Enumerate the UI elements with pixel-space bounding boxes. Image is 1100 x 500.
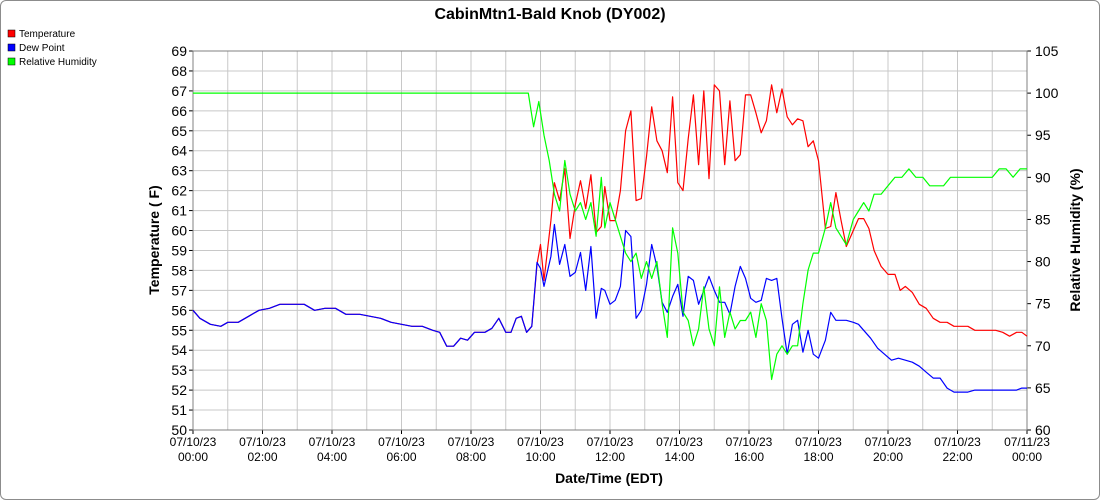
y-tick-label-left: 53 <box>171 362 187 378</box>
x-tick-label-date: 07/10/23 <box>517 435 564 449</box>
y-tick-label-left: 58 <box>171 262 187 278</box>
x-tick-label-time: 02:00 <box>247 450 277 464</box>
x-tick-label-date: 07/10/23 <box>170 435 217 449</box>
tick-labels: 50 51 52 53 54 55 56 57 58 59 60 61 62 63 64 65 66 67 68 69… <box>170 43 1059 464</box>
x-axis-title: Date/Time (EDT) <box>555 470 663 486</box>
y-tick-label-left: 55 <box>171 322 187 338</box>
y-tick-label-left: 64 <box>171 143 187 159</box>
x-tick-label-time: 22:00 <box>942 450 972 464</box>
x-tick-label-date: 07/10/23 <box>448 435 495 449</box>
y-tick-label-left: 62 <box>171 183 187 199</box>
y-tick-label-left: 68 <box>171 63 187 79</box>
x-tick-label-time: 06:00 <box>386 450 416 464</box>
x-tick-label-time: 18:00 <box>803 450 833 464</box>
y-tick-label-left: 56 <box>171 302 187 318</box>
y-tick-label-right: 75 <box>1035 296 1051 312</box>
y-tick-label-right: 105 <box>1035 43 1059 59</box>
x-tick-label-date: 07/10/23 <box>865 435 912 449</box>
y-tick-label-left: 57 <box>171 282 187 298</box>
y-tick-label-left: 60 <box>171 223 187 239</box>
x-tick-label-date: 07/10/23 <box>378 435 425 449</box>
y-tick-label-left: 63 <box>171 163 187 179</box>
x-tick-label-time: 16:00 <box>734 450 764 464</box>
x-tick-label-time: 14:00 <box>664 450 694 464</box>
chart-title: CabinMtn1-Bald Knob (DY002) <box>434 6 665 23</box>
x-tick-label-date: 07/11/23 <box>1004 435 1050 449</box>
x-tick-label-time: 10:00 <box>525 450 555 464</box>
y-axis-title-left: Temperature ( F) <box>146 185 162 294</box>
x-tick-label-date: 07/10/23 <box>726 435 773 449</box>
legend-swatch-dew-point <box>7 43 16 52</box>
x-tick-label-date: 07/10/23 <box>309 435 356 449</box>
series-group <box>192 84 1028 393</box>
y-tick-label-right: 95 <box>1035 127 1051 143</box>
y-tick-label-right: 80 <box>1035 254 1051 270</box>
axes <box>189 50 1031 434</box>
plot-area-border <box>192 50 1028 431</box>
x-tick-label-time: 08:00 <box>456 450 486 464</box>
y-tick-label-left: 69 <box>171 43 187 59</box>
x-tick-label-time: 12:00 <box>595 450 625 464</box>
x-tick-label-time: 04:00 <box>317 450 347 464</box>
y-tick-label-right: 100 <box>1035 85 1059 101</box>
x-tick-label-date: 07/10/23 <box>656 435 703 449</box>
x-tick-label-time: 00:00 <box>1012 450 1042 464</box>
y-tick-label-left: 65 <box>171 123 187 139</box>
y-tick-label-left: 51 <box>171 402 187 418</box>
y-tick-label-left: 50 <box>171 422 187 438</box>
y-tick-label-right: 85 <box>1035 211 1051 227</box>
legend: Temperature Dew Point Relative Humidity <box>7 29 97 68</box>
legend-label-temperature: Temperature <box>19 29 76 40</box>
y-tick-label-left: 59 <box>171 242 187 258</box>
y-tick-label-left: 61 <box>171 203 187 219</box>
y-tick-label-right: 65 <box>1035 380 1051 396</box>
y-tick-label-right: 60 <box>1035 422 1051 438</box>
x-tick-label-date: 07/10/23 <box>934 435 981 449</box>
x-tick-label-time: 00:00 <box>178 450 208 464</box>
y-tick-label-left: 52 <box>171 382 187 398</box>
y-tick-label-right: 90 <box>1035 169 1051 185</box>
legend-swatch-temperature <box>7 29 16 38</box>
x-tick-label-date: 07/10/23 <box>795 435 842 449</box>
x-tick-label-date: 07/10/23 <box>587 435 634 449</box>
legend-label-dew-point: Dew Point <box>19 43 65 54</box>
legend-label-relative-humidity: Relative Humidity <box>19 57 97 68</box>
grid <box>192 50 1028 431</box>
y-tick-label-left: 67 <box>171 83 187 99</box>
y-tick-label-right: 70 <box>1035 338 1051 354</box>
x-tick-label-time: 20:00 <box>873 450 903 464</box>
series-line-dew-point <box>192 223 1027 393</box>
y-axis-title-right: Relative Humidity (%) <box>1067 168 1083 311</box>
legend-swatch-relative-humidity <box>7 57 16 66</box>
y-tick-label-left: 66 <box>171 103 187 119</box>
series-line-relative-humidity <box>193 92 1027 381</box>
x-tick-label-date: 07/10/23 <box>239 435 286 449</box>
y-tick-label-left: 54 <box>171 342 187 358</box>
